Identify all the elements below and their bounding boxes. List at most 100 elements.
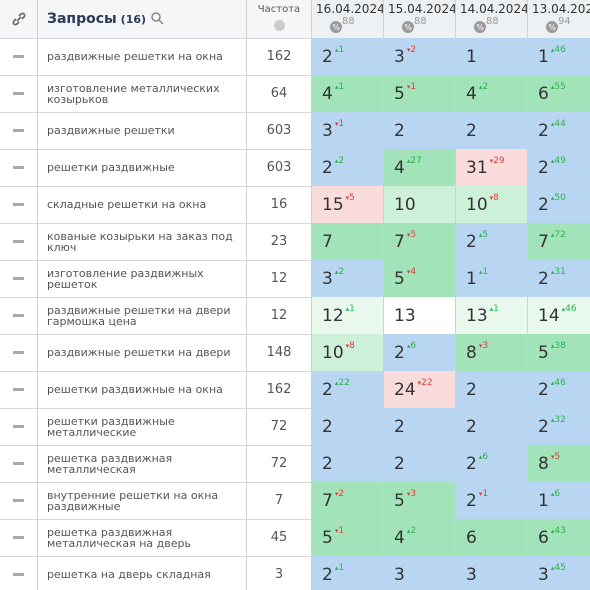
row-toggle[interactable] bbox=[0, 556, 38, 590]
position: 1 bbox=[538, 46, 549, 67]
date-header[interactable]: 16.04.2024% 88 bbox=[312, 0, 384, 38]
position-change: ▴43 bbox=[551, 526, 566, 536]
position: 6 bbox=[538, 83, 549, 104]
position-cell: 2 bbox=[456, 371, 528, 408]
change-value: 1 bbox=[482, 267, 489, 277]
position: 2 bbox=[466, 379, 477, 400]
score-wrap: % 88 bbox=[474, 16, 499, 33]
minus-icon bbox=[13, 351, 24, 354]
position-cell: 31 ▾29 bbox=[456, 149, 528, 186]
position-cell: 4 ▴2 bbox=[456, 75, 528, 112]
position-cell: 3 bbox=[384, 556, 456, 590]
change-value: 1 bbox=[338, 119, 345, 129]
row-toggle[interactable] bbox=[0, 149, 38, 186]
row-toggle[interactable] bbox=[0, 482, 38, 519]
position-cell: 7 bbox=[312, 223, 384, 260]
position: 4 bbox=[394, 527, 405, 548]
position-cell: 6 ▴43 bbox=[528, 519, 590, 556]
query-text: решетки раздвижные металлические bbox=[47, 414, 175, 439]
position: 3 bbox=[538, 564, 549, 585]
row-toggle[interactable] bbox=[0, 519, 38, 556]
change-arrow: ▾ bbox=[489, 194, 494, 202]
query-text: изготовление металлических козырьков bbox=[47, 81, 220, 106]
date-header[interactable]: 14.04.2024% 88 bbox=[456, 0, 528, 38]
change-value: 3 bbox=[482, 341, 489, 351]
title: Запросы bbox=[47, 10, 117, 27]
position-cell: 2 ▴6 bbox=[384, 334, 456, 371]
query-row: раздвижные решетки на двери гармошка цен… bbox=[0, 297, 590, 335]
minus-icon bbox=[13, 92, 24, 95]
position-change: ▾29 bbox=[490, 156, 505, 166]
position: 3 bbox=[394, 564, 405, 585]
query-text: решетки раздвижные на окна bbox=[47, 383, 223, 396]
frequency: 72 bbox=[270, 419, 288, 434]
score-wrap: % 88 bbox=[330, 16, 355, 33]
row-toggle[interactable] bbox=[0, 223, 38, 260]
change-arrow: ▾ bbox=[334, 527, 339, 535]
frequency-cell: 23 bbox=[247, 223, 312, 260]
position-cell: 5 ▴38 bbox=[528, 334, 590, 371]
date-header[interactable]: 15.04.2024% 88 bbox=[384, 0, 456, 38]
date-header[interactable]: 13.04.2024%94 bbox=[528, 0, 590, 38]
frequency-cell: 3 bbox=[247, 556, 312, 590]
position: 2 bbox=[538, 379, 549, 400]
position-cell: 2 bbox=[456, 408, 528, 445]
change-arrow: ▴ bbox=[334, 564, 339, 572]
date: 16.04.2024 bbox=[316, 2, 384, 16]
position-change: ▴72 bbox=[551, 230, 566, 240]
query-text: раздвижные решетки на окна bbox=[47, 50, 223, 63]
position: 5 bbox=[394, 490, 405, 511]
frequency-cell: 603 bbox=[247, 112, 312, 149]
change-arrow: ▴ bbox=[478, 453, 483, 461]
change-arrow: ▴ bbox=[550, 268, 555, 276]
position-change: ▾1 bbox=[407, 82, 416, 92]
row-toggle[interactable] bbox=[0, 445, 38, 482]
row-toggle[interactable] bbox=[0, 334, 38, 371]
position-cell: 6 ▴55 bbox=[528, 75, 590, 112]
position-change: ▴2 bbox=[479, 82, 488, 92]
change-arrow: ▴ bbox=[550, 120, 555, 128]
change-value: 2 bbox=[482, 82, 489, 92]
frequency: 12 bbox=[270, 308, 288, 323]
position-change: ▴49 bbox=[551, 156, 566, 166]
query-cell: раздвижные решетки bbox=[38, 112, 247, 149]
position-cell: 14 ▴46 bbox=[528, 297, 590, 334]
row-toggle[interactable] bbox=[0, 186, 38, 223]
row-toggle[interactable] bbox=[0, 371, 38, 408]
date: 14.04.2024 bbox=[460, 2, 528, 16]
link-cell[interactable] bbox=[0, 0, 38, 38]
position: 12 bbox=[322, 305, 344, 326]
row-toggle[interactable] bbox=[0, 297, 38, 334]
position-cell: 2 bbox=[384, 408, 456, 445]
change-value: 1 bbox=[482, 489, 489, 499]
position-cell: 3 ▾2 bbox=[384, 38, 456, 75]
row-toggle[interactable] bbox=[0, 38, 38, 75]
position-cell: 5 ▾3 bbox=[384, 482, 456, 519]
position-change: ▾3 bbox=[479, 341, 488, 351]
frequency: 3 bbox=[274, 567, 284, 582]
change-value: 72 bbox=[554, 230, 566, 240]
score: 88 bbox=[342, 16, 355, 27]
change-value: 5 bbox=[554, 452, 561, 462]
change-arrow: ▴ bbox=[406, 527, 411, 535]
query-row: кованые козырьки на заказ под ключ 23 7 7 ▾5… bbox=[0, 223, 590, 261]
position: 2 bbox=[394, 342, 405, 363]
change-value: 5 bbox=[349, 193, 355, 203]
position-change: ▴46 bbox=[551, 378, 566, 388]
position-change: ▴2 bbox=[335, 267, 344, 277]
row-toggle[interactable] bbox=[0, 112, 38, 149]
frequency-cell: 45 bbox=[247, 519, 312, 556]
position-change: ▴38 bbox=[551, 341, 566, 351]
position-cell: 2 ▴1 bbox=[312, 556, 384, 590]
change-value: 2 bbox=[410, 526, 417, 536]
position: 2 bbox=[466, 490, 477, 511]
position-change: ▾2 bbox=[407, 45, 416, 55]
position-cell: 4 ▴2 bbox=[384, 519, 456, 556]
row-toggle[interactable] bbox=[0, 260, 38, 297]
position-change: ▴27 bbox=[407, 156, 422, 166]
row-toggle[interactable] bbox=[0, 75, 38, 112]
position: 7 bbox=[322, 231, 333, 252]
row-toggle[interactable] bbox=[0, 408, 38, 445]
search-icon[interactable] bbox=[150, 11, 164, 27]
change-value: 22 bbox=[421, 378, 433, 388]
